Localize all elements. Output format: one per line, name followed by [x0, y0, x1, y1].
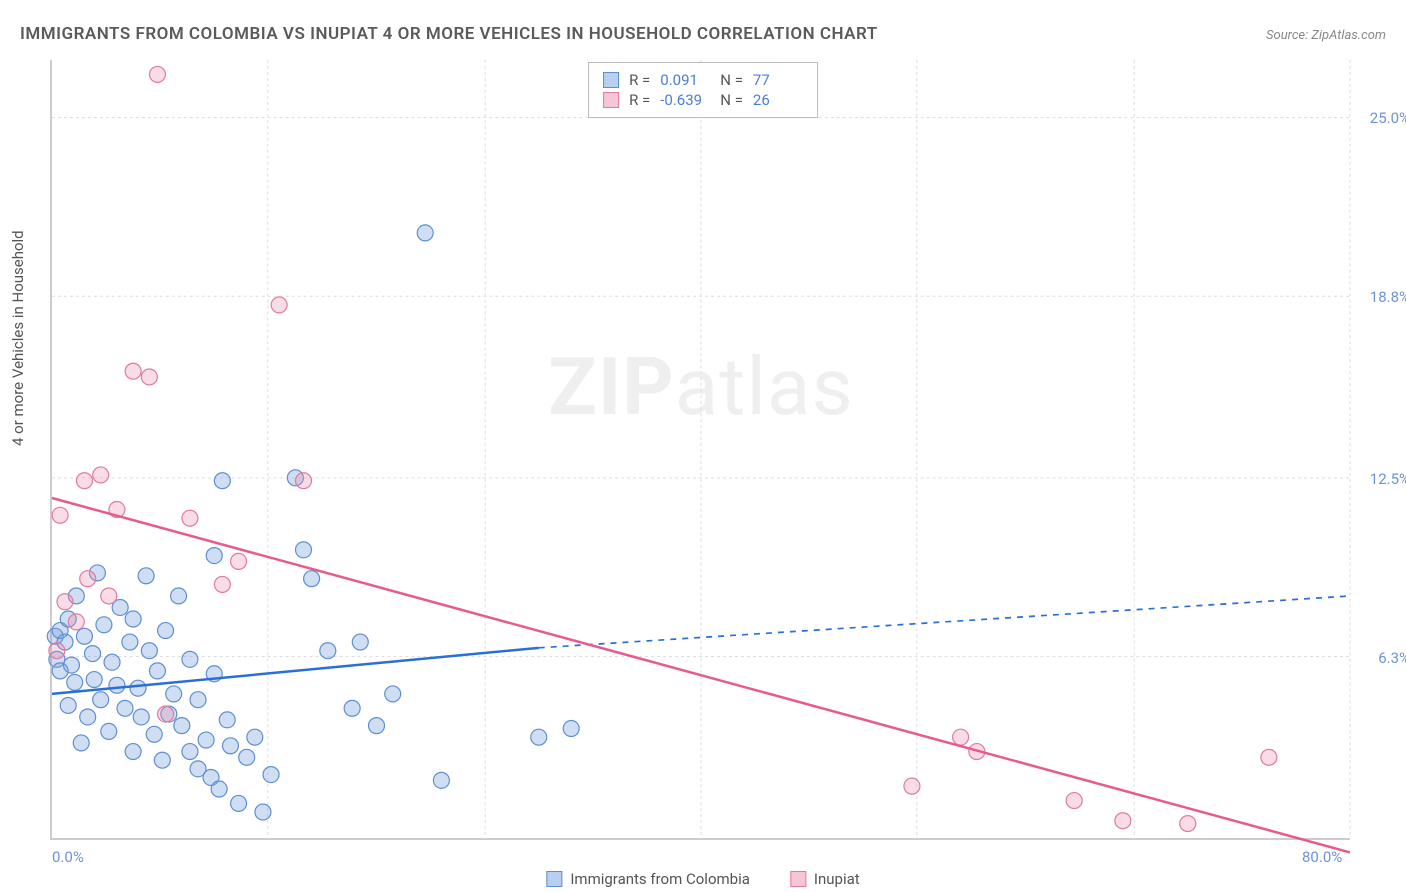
y-tick-label: 25.0%	[1370, 109, 1406, 127]
stat-row-series1: R = 0.091 N = 77	[603, 71, 803, 89]
series1-r-value: 0.091	[660, 71, 710, 89]
y-tick-label: 6.3%	[1378, 649, 1406, 667]
source-label: Source: ZipAtlas.com	[1266, 28, 1386, 43]
r-label: R =	[629, 71, 650, 89]
series1-n-value: 77	[753, 71, 803, 89]
legend-item-series1: Immigrants from Colombia	[546, 870, 750, 888]
r-label: R =	[629, 91, 650, 109]
bottom-legend: Immigrants from Colombia Inupiat	[546, 870, 859, 888]
series2-r-value: -0.639	[660, 91, 710, 109]
n-label: N =	[720, 91, 743, 109]
chart-title: IMMIGRANTS FROM COLOMBIA VS INUPIAT 4 OR…	[20, 24, 878, 44]
y-tick-label: 12.5%	[1370, 470, 1406, 488]
series2-n-value: 26	[753, 91, 803, 109]
legend-series1-label: Immigrants from Colombia	[570, 870, 750, 888]
legend-series2-label: Inupiat	[814, 870, 860, 888]
legend-series2-swatch	[790, 871, 806, 887]
n-label: N =	[720, 71, 743, 89]
correlation-stats-box: R = 0.091 N = 77 R = -0.639 N = 26	[588, 62, 818, 118]
y-axis-label: 4 or more Vehicles in Household	[9, 230, 27, 446]
stat-row-series2: R = -0.639 N = 26	[603, 91, 803, 109]
series2-swatch	[603, 92, 619, 108]
legend-item-series2: Inupiat	[790, 870, 860, 888]
plot-area: ZIPatlas 6.3%12.5%18.8%25.0% 0.0%80.0%	[50, 60, 1350, 840]
y-tick-label: 18.8%	[1370, 288, 1406, 306]
x-tick-label: 0.0%	[52, 848, 84, 866]
x-tick-label: 80.0%	[1302, 848, 1342, 866]
legend-series1-swatch	[546, 871, 562, 887]
chart-svg	[52, 60, 1350, 838]
series1-swatch	[603, 72, 619, 88]
